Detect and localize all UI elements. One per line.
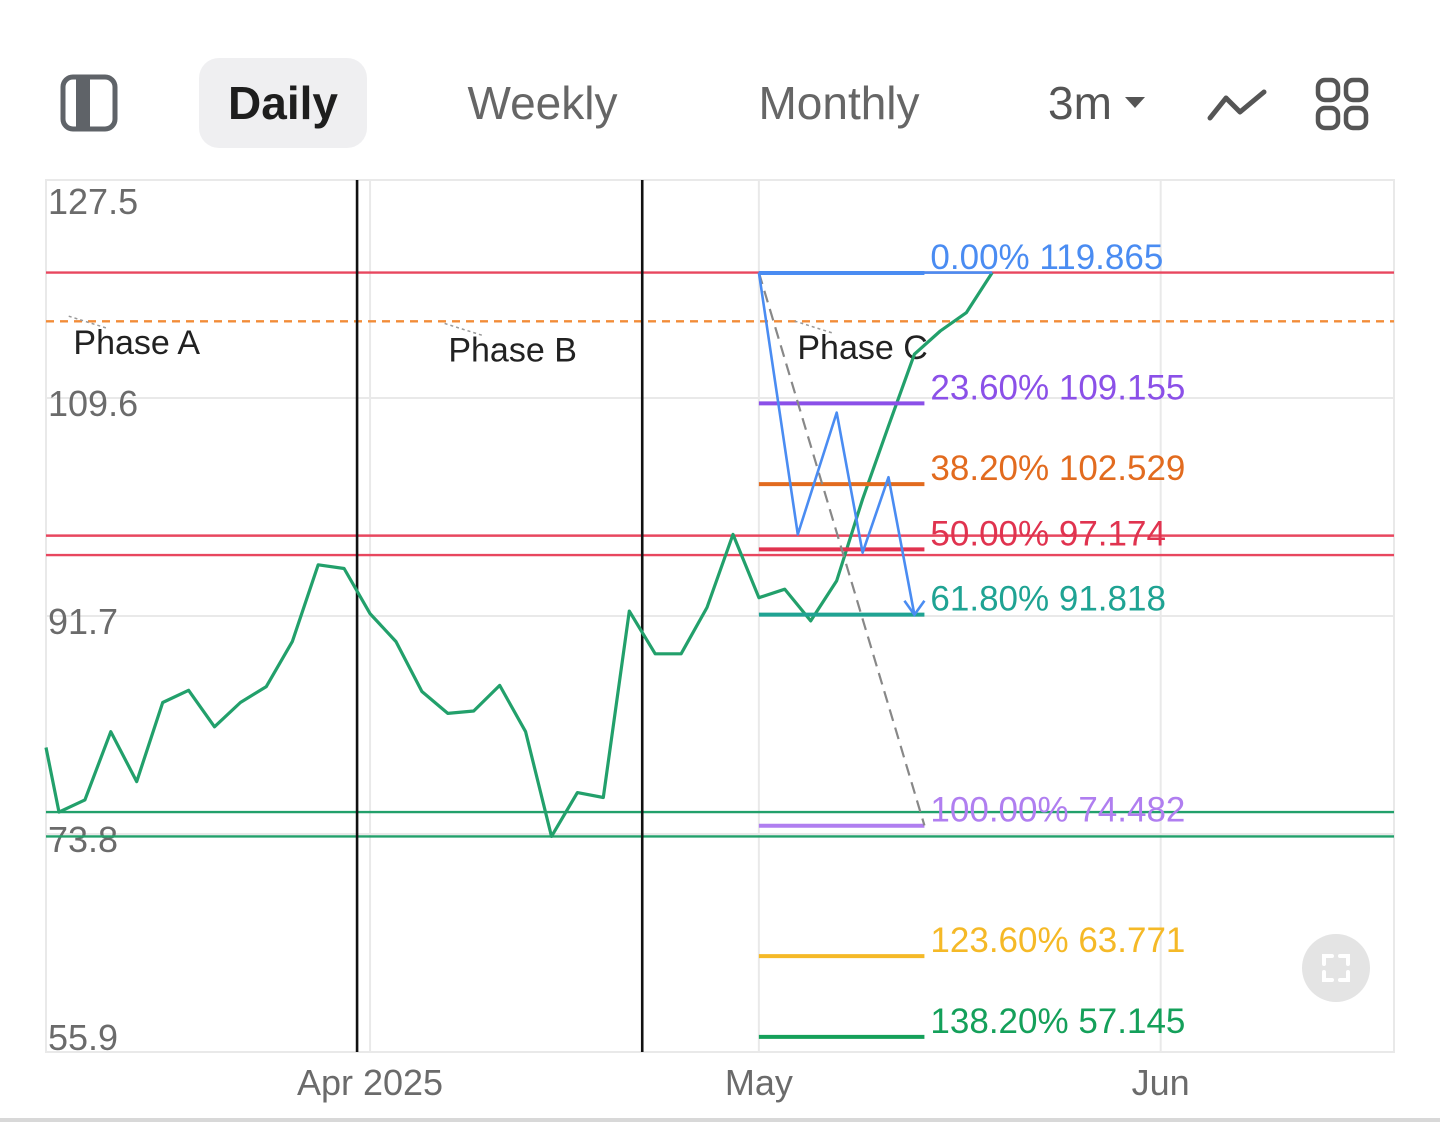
y-tick-label: 55.9	[48, 1017, 118, 1058]
phase-label: Phase A	[73, 324, 200, 362]
x-tick-label: Apr 2025	[297, 1062, 443, 1103]
grid-layout-icon[interactable]	[1314, 76, 1370, 132]
range-label: 3m	[1048, 77, 1112, 129]
price-chart[interactable]: 127.5 109.6 91.7 73.8 55.9 Apr 2025 May Jun Phas…	[0, 170, 1440, 1122]
line-chart-icon[interactable]	[1206, 80, 1270, 128]
projection-path	[757, 272, 916, 616]
fib-level-label: 138.20% 57.145	[930, 1002, 1185, 1041]
fib-level-label: 23.60% 109.155	[930, 368, 1185, 407]
y-tick-label: 109.6	[48, 383, 138, 424]
tab-weekly[interactable]: Weekly	[467, 77, 618, 129]
phase-label: Phase C	[797, 329, 927, 367]
sidebar-toggle-icon[interactable]	[60, 74, 118, 132]
projection-arrowhead	[903, 600, 926, 618]
phase-label-leader	[794, 320, 833, 334]
tab-daily[interactable]: Daily	[199, 58, 367, 148]
fullscreen-icon[interactable]	[1302, 934, 1370, 1002]
y-tick-label: 91.7	[48, 601, 118, 642]
fib-level-label: 50.00% 97.174	[930, 514, 1165, 553]
x-tick-label: Jun	[1132, 1062, 1190, 1103]
tab-monthly[interactable]: Monthly	[758, 77, 920, 129]
y-tick-label: 73.8	[48, 819, 118, 860]
trend-projection-line	[757, 272, 926, 826]
x-tick-label: May	[725, 1062, 793, 1103]
y-tick-label: 127.5	[48, 181, 138, 222]
phase-label-leader	[68, 315, 107, 329]
fib-level-label: 38.20% 102.529	[930, 449, 1185, 488]
phase-label: Phase B	[448, 331, 577, 369]
phase-label-leader	[444, 322, 483, 337]
fib-level-label: 0.00% 119.865	[930, 238, 1163, 277]
price-series-line	[44, 271, 994, 839]
chart-toolbar: Daily Weekly Monthly 3m	[0, 0, 1440, 175]
chart-area: 127.5 109.6 91.7 73.8 55.9 Apr 2025 May Jun Phas…	[0, 170, 1440, 1122]
fib-level-label: 100.00% 74.482	[930, 791, 1185, 830]
fib-level-label: 123.60% 63.771	[930, 921, 1185, 960]
bottom-divider	[0, 1118, 1440, 1122]
fib-level-label: 61.80% 91.818	[930, 580, 1165, 619]
chevron-down-icon	[1124, 97, 1145, 108]
range-select[interactable]: 3m	[1048, 70, 1146, 136]
